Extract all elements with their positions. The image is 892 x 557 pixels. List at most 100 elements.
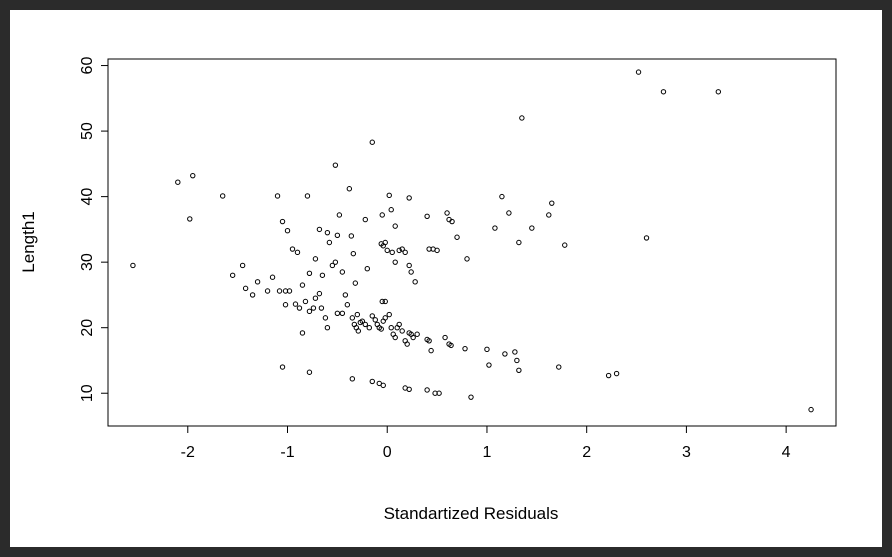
data-point	[274, 193, 281, 199]
data-point	[516, 239, 522, 246]
data-point	[382, 239, 388, 246]
data-point	[454, 234, 460, 240]
data-point	[556, 364, 562, 370]
data-point	[379, 212, 385, 218]
data-point	[428, 347, 434, 354]
data-point	[434, 247, 440, 254]
data-point	[292, 301, 299, 307]
data-point	[492, 225, 498, 231]
data-point	[406, 386, 412, 392]
data-point	[362, 321, 368, 328]
data-point	[359, 318, 366, 324]
data-point	[605, 372, 612, 379]
data-point	[408, 269, 414, 275]
data-point	[399, 328, 405, 334]
data-point	[306, 308, 313, 315]
data-point	[464, 256, 470, 262]
data-point	[342, 292, 349, 298]
data-point	[334, 310, 341, 316]
data-point	[392, 259, 398, 265]
data-point	[239, 262, 246, 269]
data-point	[289, 246, 296, 252]
data-point	[304, 193, 311, 199]
data-point	[613, 370, 620, 377]
data-point	[310, 305, 317, 311]
data-point	[249, 292, 256, 298]
data-point	[378, 326, 384, 332]
y-tick-label: 10	[79, 384, 96, 402]
data-point	[316, 290, 323, 297]
data-point	[312, 256, 319, 262]
data-point	[449, 218, 455, 225]
data-point	[322, 315, 329, 321]
x-tick-label: -1	[280, 444, 294, 461]
data-point	[442, 334, 448, 341]
data-point	[635, 69, 642, 75]
data-point	[406, 195, 412, 201]
data-point	[448, 342, 454, 349]
data-point	[348, 233, 355, 239]
data-point	[562, 242, 568, 248]
x-tick-label: 1	[483, 444, 492, 461]
data-point	[380, 382, 386, 389]
data-point	[389, 249, 395, 256]
data-point	[354, 311, 361, 318]
data-point	[426, 338, 432, 344]
plot-box	[107, 58, 837, 427]
data-point	[388, 207, 394, 213]
x-tick-label: 0	[383, 444, 392, 461]
data-point	[279, 218, 286, 225]
data-point	[130, 262, 136, 269]
data-point	[349, 376, 356, 382]
data-point	[392, 223, 398, 229]
x-axis-title: Standartized Residuals	[384, 504, 559, 523]
data-point	[379, 298, 385, 305]
data-point	[468, 394, 474, 400]
data-point	[388, 324, 394, 331]
data-point	[332, 162, 339, 168]
data-point	[334, 232, 341, 238]
y-tick-label: 50	[79, 122, 96, 140]
data-point	[369, 139, 375, 145]
data-point	[486, 362, 492, 368]
data-point	[299, 330, 306, 336]
data-point	[229, 272, 236, 278]
data-point	[355, 328, 362, 334]
data-point	[190, 172, 196, 179]
x-tick-label: 4	[782, 444, 791, 461]
data-point	[269, 274, 276, 280]
data-point	[386, 311, 392, 318]
data-point	[219, 193, 226, 199]
y-tick-label: 60	[79, 57, 96, 75]
data-point	[410, 334, 416, 341]
data-point	[279, 364, 286, 370]
data-point	[175, 179, 181, 185]
data-point	[404, 341, 410, 347]
data-point	[264, 288, 271, 294]
data-point	[339, 269, 346, 275]
data-point	[808, 406, 814, 413]
data-point	[296, 305, 303, 311]
data-point	[282, 302, 289, 308]
data-point	[329, 262, 336, 269]
data-point	[326, 239, 333, 246]
data-point	[715, 89, 722, 95]
data-point	[660, 89, 667, 95]
data-point	[414, 331, 420, 337]
data-point	[187, 216, 193, 222]
data-point	[382, 298, 388, 305]
data-point	[512, 349, 518, 355]
data-point	[444, 210, 450, 216]
y-tick-label: 20	[79, 319, 96, 337]
y-axis-title: Length1	[19, 211, 38, 272]
data-point	[276, 288, 283, 294]
data-point	[332, 259, 339, 265]
data-point	[396, 247, 402, 254]
scatter-chart: -2 -1 0 1 2 3 4 10 20 30 40 50 60 Standartized Resi…	[19, 57, 837, 523]
data-point	[349, 315, 356, 321]
data-point	[399, 246, 405, 252]
data-point	[424, 213, 430, 219]
data-point	[316, 226, 323, 233]
data-point	[392, 334, 398, 341]
data-point	[339, 310, 346, 316]
